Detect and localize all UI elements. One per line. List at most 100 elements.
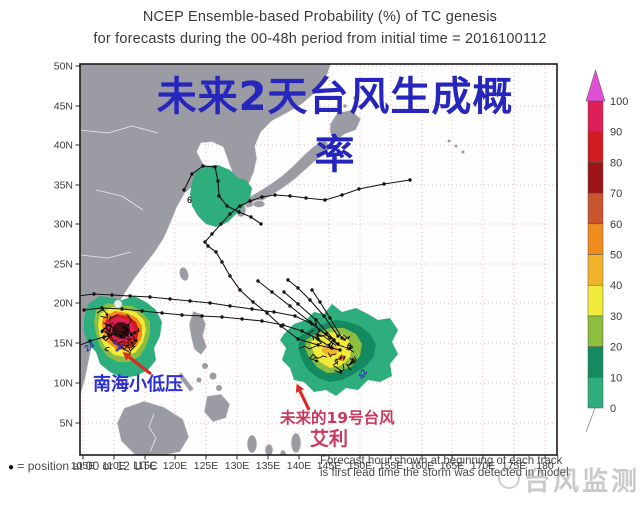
map-layers <box>76 64 557 455</box>
colorbar-tick-label: 50 <box>610 250 622 262</box>
track-position-dot <box>114 332 118 336</box>
track-position-dot <box>270 290 274 294</box>
track-position-dot <box>213 165 217 169</box>
colorbar-over-arrow <box>585 69 606 102</box>
ensemble-track <box>83 307 333 349</box>
track-position-dot <box>323 198 327 202</box>
track-position-dot <box>200 314 204 318</box>
track-position-dot <box>82 308 86 312</box>
track-position-dot <box>220 260 224 264</box>
track-position-dot <box>238 288 242 292</box>
small-island <box>461 150 465 154</box>
map-frame <box>79 63 558 456</box>
track-position-dot <box>220 315 224 319</box>
landmass <box>116 400 190 455</box>
track-position-dot <box>217 194 221 198</box>
colorbar-tick-label: 70 <box>610 188 622 200</box>
paracel-island <box>113 299 123 309</box>
track-position-dot <box>357 187 361 191</box>
colorbar-segment <box>587 192 604 225</box>
colorbar-segment <box>587 131 604 163</box>
colorbar-tick-label: 40 <box>610 280 622 292</box>
track-position-dot <box>336 334 340 338</box>
track-position-dot <box>288 304 292 308</box>
track-position-dot <box>340 336 344 340</box>
track-position-dot <box>128 294 132 298</box>
track-position-dot <box>260 195 264 199</box>
landmass <box>177 371 195 393</box>
track-position-dot <box>190 172 194 176</box>
track-position-dot <box>120 307 124 311</box>
lon-tick-label: 125E <box>194 460 219 472</box>
colorbar-tick-label: 10 <box>610 372 622 384</box>
lon-tick-label: 145E <box>317 460 342 472</box>
forecast-hour-label: 42 <box>356 367 370 381</box>
track-position-dot <box>228 304 232 308</box>
track-position-dot <box>256 279 260 283</box>
position-dot-icon: ● <box>8 462 15 473</box>
island <box>264 443 274 455</box>
track-position-dot <box>188 299 192 303</box>
lon-tick-label: 140E <box>287 460 312 472</box>
chart-subtitle: for forecasts during the 00-48h period f… <box>93 31 547 47</box>
track-position-dot <box>338 348 342 352</box>
track-position-dot <box>273 193 277 197</box>
track-position-dot <box>92 292 96 296</box>
small-island <box>353 96 357 100</box>
track-position-dot <box>300 329 304 333</box>
track-position-dot <box>293 314 297 318</box>
track-position-dot <box>203 240 207 244</box>
track-position-dot <box>240 317 244 321</box>
track-position-dot <box>328 316 332 320</box>
ensemble-track <box>283 291 335 341</box>
lat-tick-label: 50N <box>54 61 73 73</box>
lon-tick-label: 180 <box>536 460 554 472</box>
track-position-dot <box>322 314 326 318</box>
track-position-dot <box>272 310 276 314</box>
ensemble-track <box>311 289 343 339</box>
small-island <box>454 144 458 148</box>
small-island <box>202 363 208 369</box>
axis-labels: 105E 110E 115E 120E 125E 130E 135E 140E 145E 150E… <box>54 61 554 473</box>
dense-member-tracks <box>299 322 357 375</box>
track-position-dot <box>219 222 223 226</box>
landmass <box>329 109 362 141</box>
landmass <box>188 310 208 356</box>
track-position-dot <box>316 343 320 347</box>
track-position-dot <box>228 274 232 278</box>
track-position-dot <box>286 278 290 282</box>
colorbar-tick-label: 20 <box>610 342 622 354</box>
island <box>252 200 266 208</box>
legend-forecast-note: Forecast hour shown at beginning of each… <box>320 455 569 479</box>
island <box>178 266 190 282</box>
track-position-dot <box>237 210 241 214</box>
lat-tick-label: 40N <box>54 140 73 152</box>
annotation-arrow <box>295 383 311 411</box>
colorbar-tick-label: 90 <box>610 127 622 139</box>
track-position-dot <box>340 193 344 197</box>
lon-tick-label: 120E <box>163 460 188 472</box>
small-island <box>343 104 347 108</box>
track-position-dot <box>225 204 229 208</box>
small-island <box>363 88 367 92</box>
track-position-dot <box>88 339 92 343</box>
island <box>246 434 258 454</box>
track-position-dot <box>282 290 286 294</box>
axis-ticks <box>75 65 546 460</box>
track-position-dot <box>102 335 106 339</box>
colorbar-tick-label: 100 <box>610 96 628 108</box>
landmass <box>203 393 231 423</box>
track-position-dot <box>408 178 412 182</box>
track-position-dot <box>214 250 218 254</box>
track-position-dot <box>110 293 114 297</box>
probability-colorbar: 0 10 20 30 40 50 60 70 80 90 100 <box>585 69 628 433</box>
colorbar-tick-label: 80 <box>610 157 622 169</box>
lon-tick-label: 170E <box>471 460 496 472</box>
track-position-dot <box>382 182 386 186</box>
track-position-dot <box>314 318 318 322</box>
dense-member-tracks <box>96 308 140 354</box>
track-position-dot <box>310 288 314 292</box>
track-position-dot <box>76 294 79 297</box>
legend-position-text: = position at 00 or 12 UTC <box>17 459 158 473</box>
track-position-dot <box>216 179 220 183</box>
